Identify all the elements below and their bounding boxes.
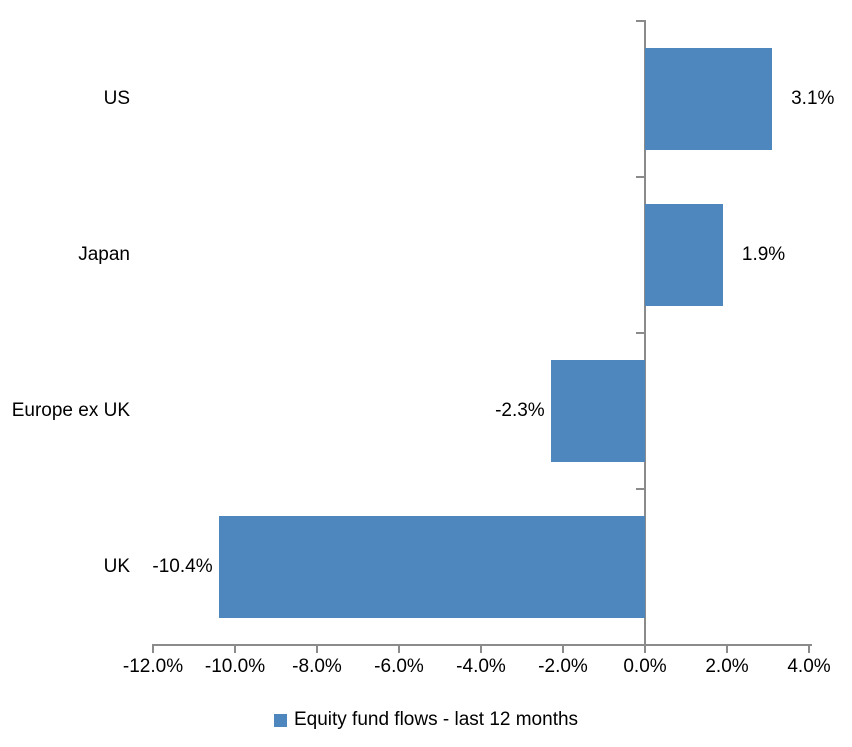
x-axis-tick-label: -10.0% (204, 656, 266, 677)
category-label: Europe ex UK (11, 400, 130, 421)
x-axis-tick-label: -4.0% (456, 656, 506, 677)
x-axis-tick (480, 646, 482, 653)
category-label: UK (103, 556, 130, 577)
bar (218, 516, 645, 618)
x-axis-tick-label: -6.0% (374, 656, 424, 677)
x-axis-tick-label: 4.0% (787, 656, 831, 677)
y-axis-tick (636, 644, 644, 646)
x-axis-tick (316, 646, 318, 653)
x-axis-tick-label: -2.0% (538, 656, 588, 677)
x-axis-tick (808, 646, 810, 653)
x-axis-tick (644, 646, 646, 653)
value-label: 1.9% (741, 244, 786, 265)
legend: Equity fund flows - last 12 months (0, 706, 852, 734)
y-axis-tick (636, 332, 644, 334)
x-axis-tick (562, 646, 564, 653)
legend-label: Equity fund flows - last 12 months (293, 709, 579, 730)
x-axis-tick-label: -8.0% (292, 656, 342, 677)
y-axis-tick (636, 488, 644, 490)
x-axis-tick-label: 0.0% (623, 656, 667, 677)
category-label: US (103, 88, 130, 109)
value-label: -2.3% (495, 400, 545, 421)
y-axis-tick (636, 176, 644, 178)
y-axis-tick (636, 20, 644, 22)
x-axis-tick-label: -12.0% (122, 656, 184, 677)
category-label: Japan (78, 244, 130, 265)
bar (550, 360, 645, 462)
x-axis-tick (726, 646, 728, 653)
x-axis-tick (152, 646, 154, 653)
y-axis-line (644, 20, 646, 646)
value-label: 3.1% (791, 88, 835, 109)
x-axis-tick (398, 646, 400, 653)
legend-swatch (273, 713, 287, 727)
x-axis-tick (234, 646, 236, 653)
bar (645, 204, 723, 306)
bar (645, 48, 773, 150)
value-label: -10.4% (152, 556, 213, 577)
x-axis-line (152, 644, 812, 646)
x-axis-tick-label: 2.0% (705, 656, 749, 677)
